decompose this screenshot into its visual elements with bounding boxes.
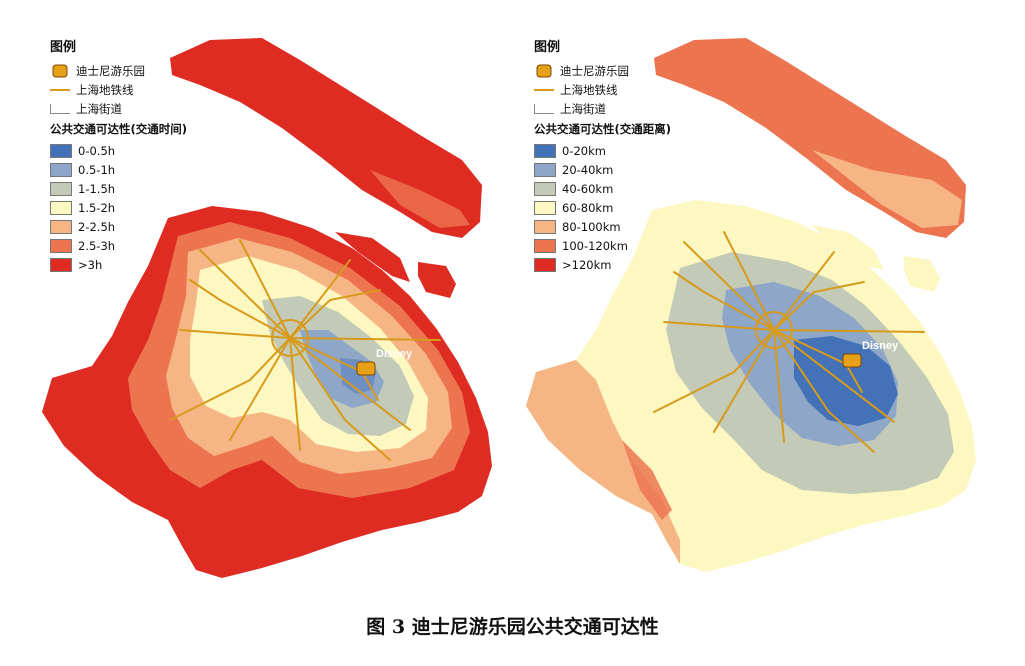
metro-lines [169,239,441,461]
legend-class-label: 1-1.5h [78,181,116,196]
legend-class-row: 60-80km [534,198,671,217]
legend-swatch [50,162,72,177]
street-line-icon [534,103,554,114]
legend-row-street: 上海街道 [50,99,187,118]
island-changxing [812,225,884,270]
legend-class-label: 40-60km [562,181,614,196]
map-travel-time: Disney [42,38,492,578]
legend-class-row: 1-1.5h [50,179,187,198]
legend-class-row: 0-20km [534,141,671,160]
legend-class-heading: 公共交通可达性(交通时间) [50,122,188,136]
legend-class-label: 0-20km [562,143,606,158]
map-distance: Disney [526,38,976,572]
legend-class-label: >3h [78,257,103,272]
island-hengsha [418,262,456,298]
legend-class-row: 0-0.5h [50,141,187,160]
legend-swatch [50,200,72,215]
legend-symbol-label: 上海地铁线 [560,82,618,97]
legend-class-label: 2-2.5h [78,219,116,234]
disney-symbol-icon [534,64,554,78]
legend-swatch [534,143,556,158]
legend-swatch [50,257,72,272]
legend-swatch [50,181,72,196]
metro-line-icon [50,88,70,91]
legend-swatch [50,219,72,234]
legend-class-label: 20-40km [562,162,614,177]
figure-caption: 图 3 迪士尼游乐园公共交通可达性 [366,616,659,638]
legend-class-row: 2-2.5h [50,217,187,236]
legend-class-row: 100-120km [534,236,671,255]
legend-row-metro: 上海地铁线 [50,80,187,99]
legend-swatch [534,219,556,234]
legend-swatch [50,143,72,158]
legend-title: 图例 [534,40,561,55]
legend-class-heading: 公共交通可达性(交通距离) [534,122,672,136]
legend-symbol-label: 迪士尼游乐园 [76,63,145,78]
legend-class-label: 1.5-2h [78,200,116,215]
legend-row-disney: 迪士尼游乐园 [50,61,187,80]
street-line-icon [50,103,70,114]
legend-class-label: 100-120km [562,238,628,253]
legend-swatch [534,181,556,196]
legend-class-row: >120km [534,255,671,274]
legend-symbol-label: 上海街道 [560,101,606,116]
legend-class-label: 60-80km [562,200,614,215]
legend-class-label: 2.5-3h [78,238,116,253]
disney-symbol-icon [50,64,70,78]
legend-travel-time: 图例 迪士尼游乐园 上海地铁线 上海街道 公共交通可达性(交通时间) 0-0.5… [50,36,187,274]
legend-class-row: 40-60km [534,179,671,198]
island-hengsha [904,256,940,292]
legend-swatch [534,200,556,215]
legend-class-row: 0.5-1h [50,160,187,179]
disney-label: Disney [376,348,413,360]
island-changxing [335,232,410,282]
legend-swatch [534,238,556,253]
legend-class-label: 80-100km [562,219,621,234]
legend-class-label: 0.5-1h [78,162,116,177]
legend-row-disney: 迪士尼游乐园 [534,61,671,80]
disney-label: Disney [862,340,899,352]
legend-class-row: 80-100km [534,217,671,236]
legend-distance: 图例 迪士尼游乐园 上海地铁线 上海街道 公共交通可达性(交通距离) 0-20k… [534,36,671,274]
legend-swatch [50,238,72,253]
disney-poi-marker [356,361,376,376]
legend-class-row: >3h [50,255,187,274]
disney-poi-marker [842,353,862,368]
legend-title: 图例 [50,40,77,55]
legend-row-metro: 上海地铁线 [534,80,671,99]
legend-class-row: 20-40km [534,160,671,179]
metro-line-icon [534,88,554,91]
legend-swatch [534,162,556,177]
legend-symbol-label: 迪士尼游乐园 [560,63,629,78]
map-panel-distance: Disney 图例 迪士尼游乐园 上海地铁线 上海街道 公共交通可达性(交通距离… [512,0,1024,600]
legend-symbol-label: 上海地铁线 [76,82,134,97]
legend-class-row: 2.5-3h [50,236,187,255]
metro-lines [653,231,925,453]
legend-class-label: 0-0.5h [78,143,116,158]
legend-class-row: 1.5-2h [50,198,187,217]
legend-symbol-label: 上海街道 [76,101,122,116]
legend-row-street: 上海街道 [534,99,671,118]
map-panel-travel-time: Disney 图例 迪士尼游乐园 上海地铁线 上海街道 公共交通可达性(交通时间… [0,0,512,600]
legend-class-label: >120km [562,257,612,272]
legend-swatch [534,257,556,272]
